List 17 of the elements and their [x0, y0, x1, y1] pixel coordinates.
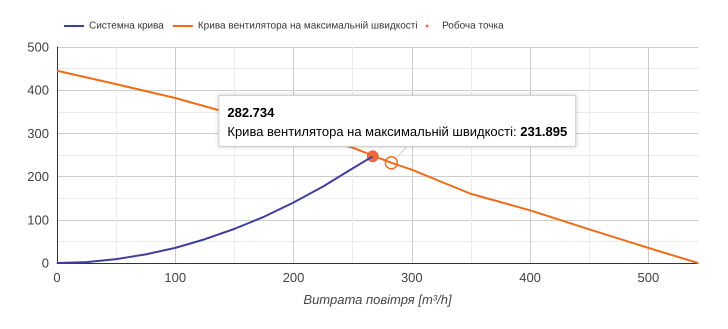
y-tick-label: 200: [27, 169, 49, 184]
y-tick-label: 500: [27, 40, 49, 54]
legend-label: Системна крива: [89, 20, 164, 32]
y-tick-label: 100: [27, 212, 49, 228]
annotation: 282.734 Крива вентилятора на максимальній швидкості: 231.895: [227, 104, 568, 139]
x-tick-label: 400: [519, 270, 541, 285]
legend-label: Крива вентилятора на максимальній швидкості: [198, 20, 418, 32]
x-axis-title: Витрата повітря [m³/h]: [303, 292, 452, 307]
x-tick-label: 100: [164, 270, 186, 285]
x-tick-label: 0: [53, 270, 61, 285]
x-tick-label: 300: [400, 270, 423, 285]
y-tick-label: 300: [27, 126, 49, 141]
x-tick-label: 500: [637, 270, 660, 285]
x-tick-label: 200: [282, 270, 304, 285]
legend-label: Робоча точка: [442, 20, 504, 32]
y-tick-label: 400: [27, 82, 49, 98]
y-tick-label: 0: [42, 256, 49, 270]
